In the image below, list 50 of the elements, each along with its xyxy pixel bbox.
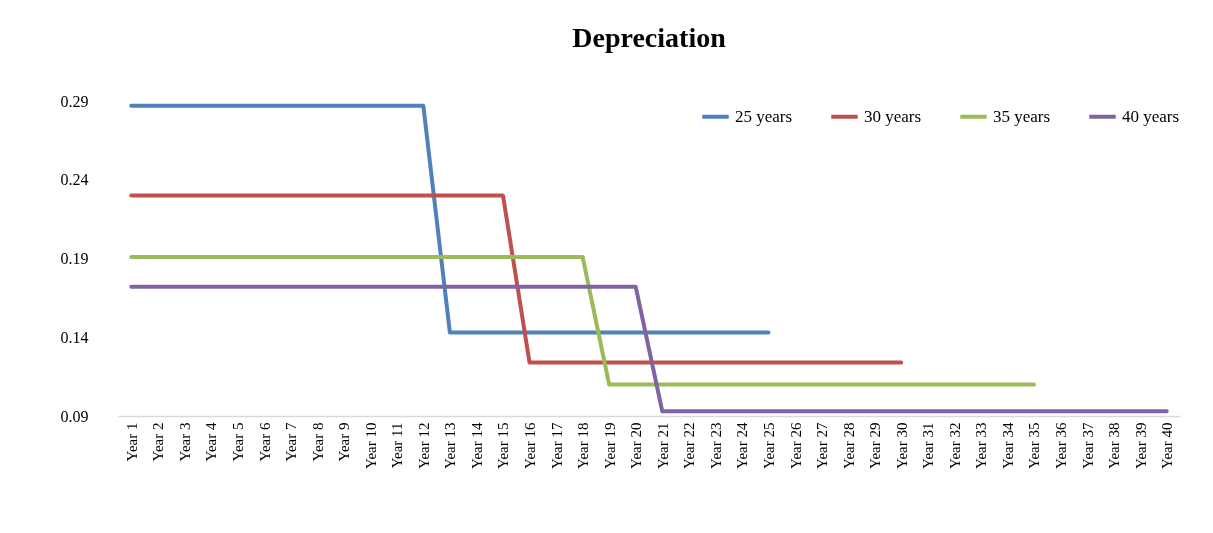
x-tick-label: Year 21 xyxy=(654,422,671,469)
x-tick-label: Year 11 xyxy=(389,422,406,469)
x-tick-label: Year 2 xyxy=(150,422,167,462)
x-tick-label: Year 31 xyxy=(920,422,937,469)
y-tick-label: 0.14 xyxy=(60,328,89,346)
legend-label: 25 years xyxy=(735,106,793,126)
x-tick-label: Year 23 xyxy=(707,422,724,469)
x-tick-label: Year 40 xyxy=(1159,422,1176,469)
x-tick-label: Year 10 xyxy=(362,422,379,469)
x-tick-label: Year 25 xyxy=(760,422,777,469)
x-tick-label: Year 39 xyxy=(1132,422,1149,469)
x-tick-label: Year 28 xyxy=(840,422,857,469)
chart-title: Depreciation xyxy=(572,22,727,53)
x-tick-label: Year 27 xyxy=(814,422,831,469)
x-tick-label: Year 1 xyxy=(123,422,140,462)
x-tick-label: Year 34 xyxy=(999,422,1016,469)
x-tick-label: Year 4 xyxy=(203,422,220,462)
x-tick-label: Year 12 xyxy=(415,422,432,469)
legend-label: 30 years xyxy=(864,106,922,126)
x-tick-label: Year 22 xyxy=(681,422,698,469)
x-tick-label: Year 13 xyxy=(442,422,459,469)
x-tick-label: Year 9 xyxy=(336,422,353,462)
x-tick-label: Year 8 xyxy=(309,422,326,462)
x-tick-label: Year 37 xyxy=(1079,422,1096,469)
x-tick-label: Year 19 xyxy=(601,422,618,469)
x-tick-label: Year 7 xyxy=(283,422,300,462)
x-tick-label: Year 29 xyxy=(867,422,884,469)
x-tick-label: Year 20 xyxy=(628,422,645,469)
x-tick-label: Year 5 xyxy=(229,422,246,462)
x-tick-label: Year 17 xyxy=(548,422,565,469)
x-tick-label: Year 14 xyxy=(468,422,485,469)
x-tick-label: Year 32 xyxy=(946,422,963,469)
x-tick-label: Year 38 xyxy=(1106,422,1123,469)
x-tick-label: Year 6 xyxy=(256,422,273,462)
x-tick-label: Year 3 xyxy=(176,422,193,462)
legend-label: 35 years xyxy=(993,106,1051,126)
x-tick-label: Year 35 xyxy=(1026,422,1043,469)
y-tick-label: 0.09 xyxy=(60,407,89,425)
x-tick-label: Year 30 xyxy=(893,422,910,469)
x-tick-label: Year 18 xyxy=(575,422,592,469)
x-tick-label: Year 36 xyxy=(1053,422,1070,469)
legend-label: 40 years xyxy=(1122,106,1180,126)
x-tick-label: Year 24 xyxy=(734,422,751,469)
x-tick-label: Year 15 xyxy=(495,422,512,469)
y-tick-label: 0.29 xyxy=(60,92,89,110)
x-tick-label: Year 26 xyxy=(787,422,804,469)
x-tick-label: Year 33 xyxy=(973,422,990,469)
x-tick-label: Year 16 xyxy=(522,422,539,469)
y-tick-label: 0.24 xyxy=(60,171,89,189)
y-tick-label: 0.19 xyxy=(60,250,89,267)
